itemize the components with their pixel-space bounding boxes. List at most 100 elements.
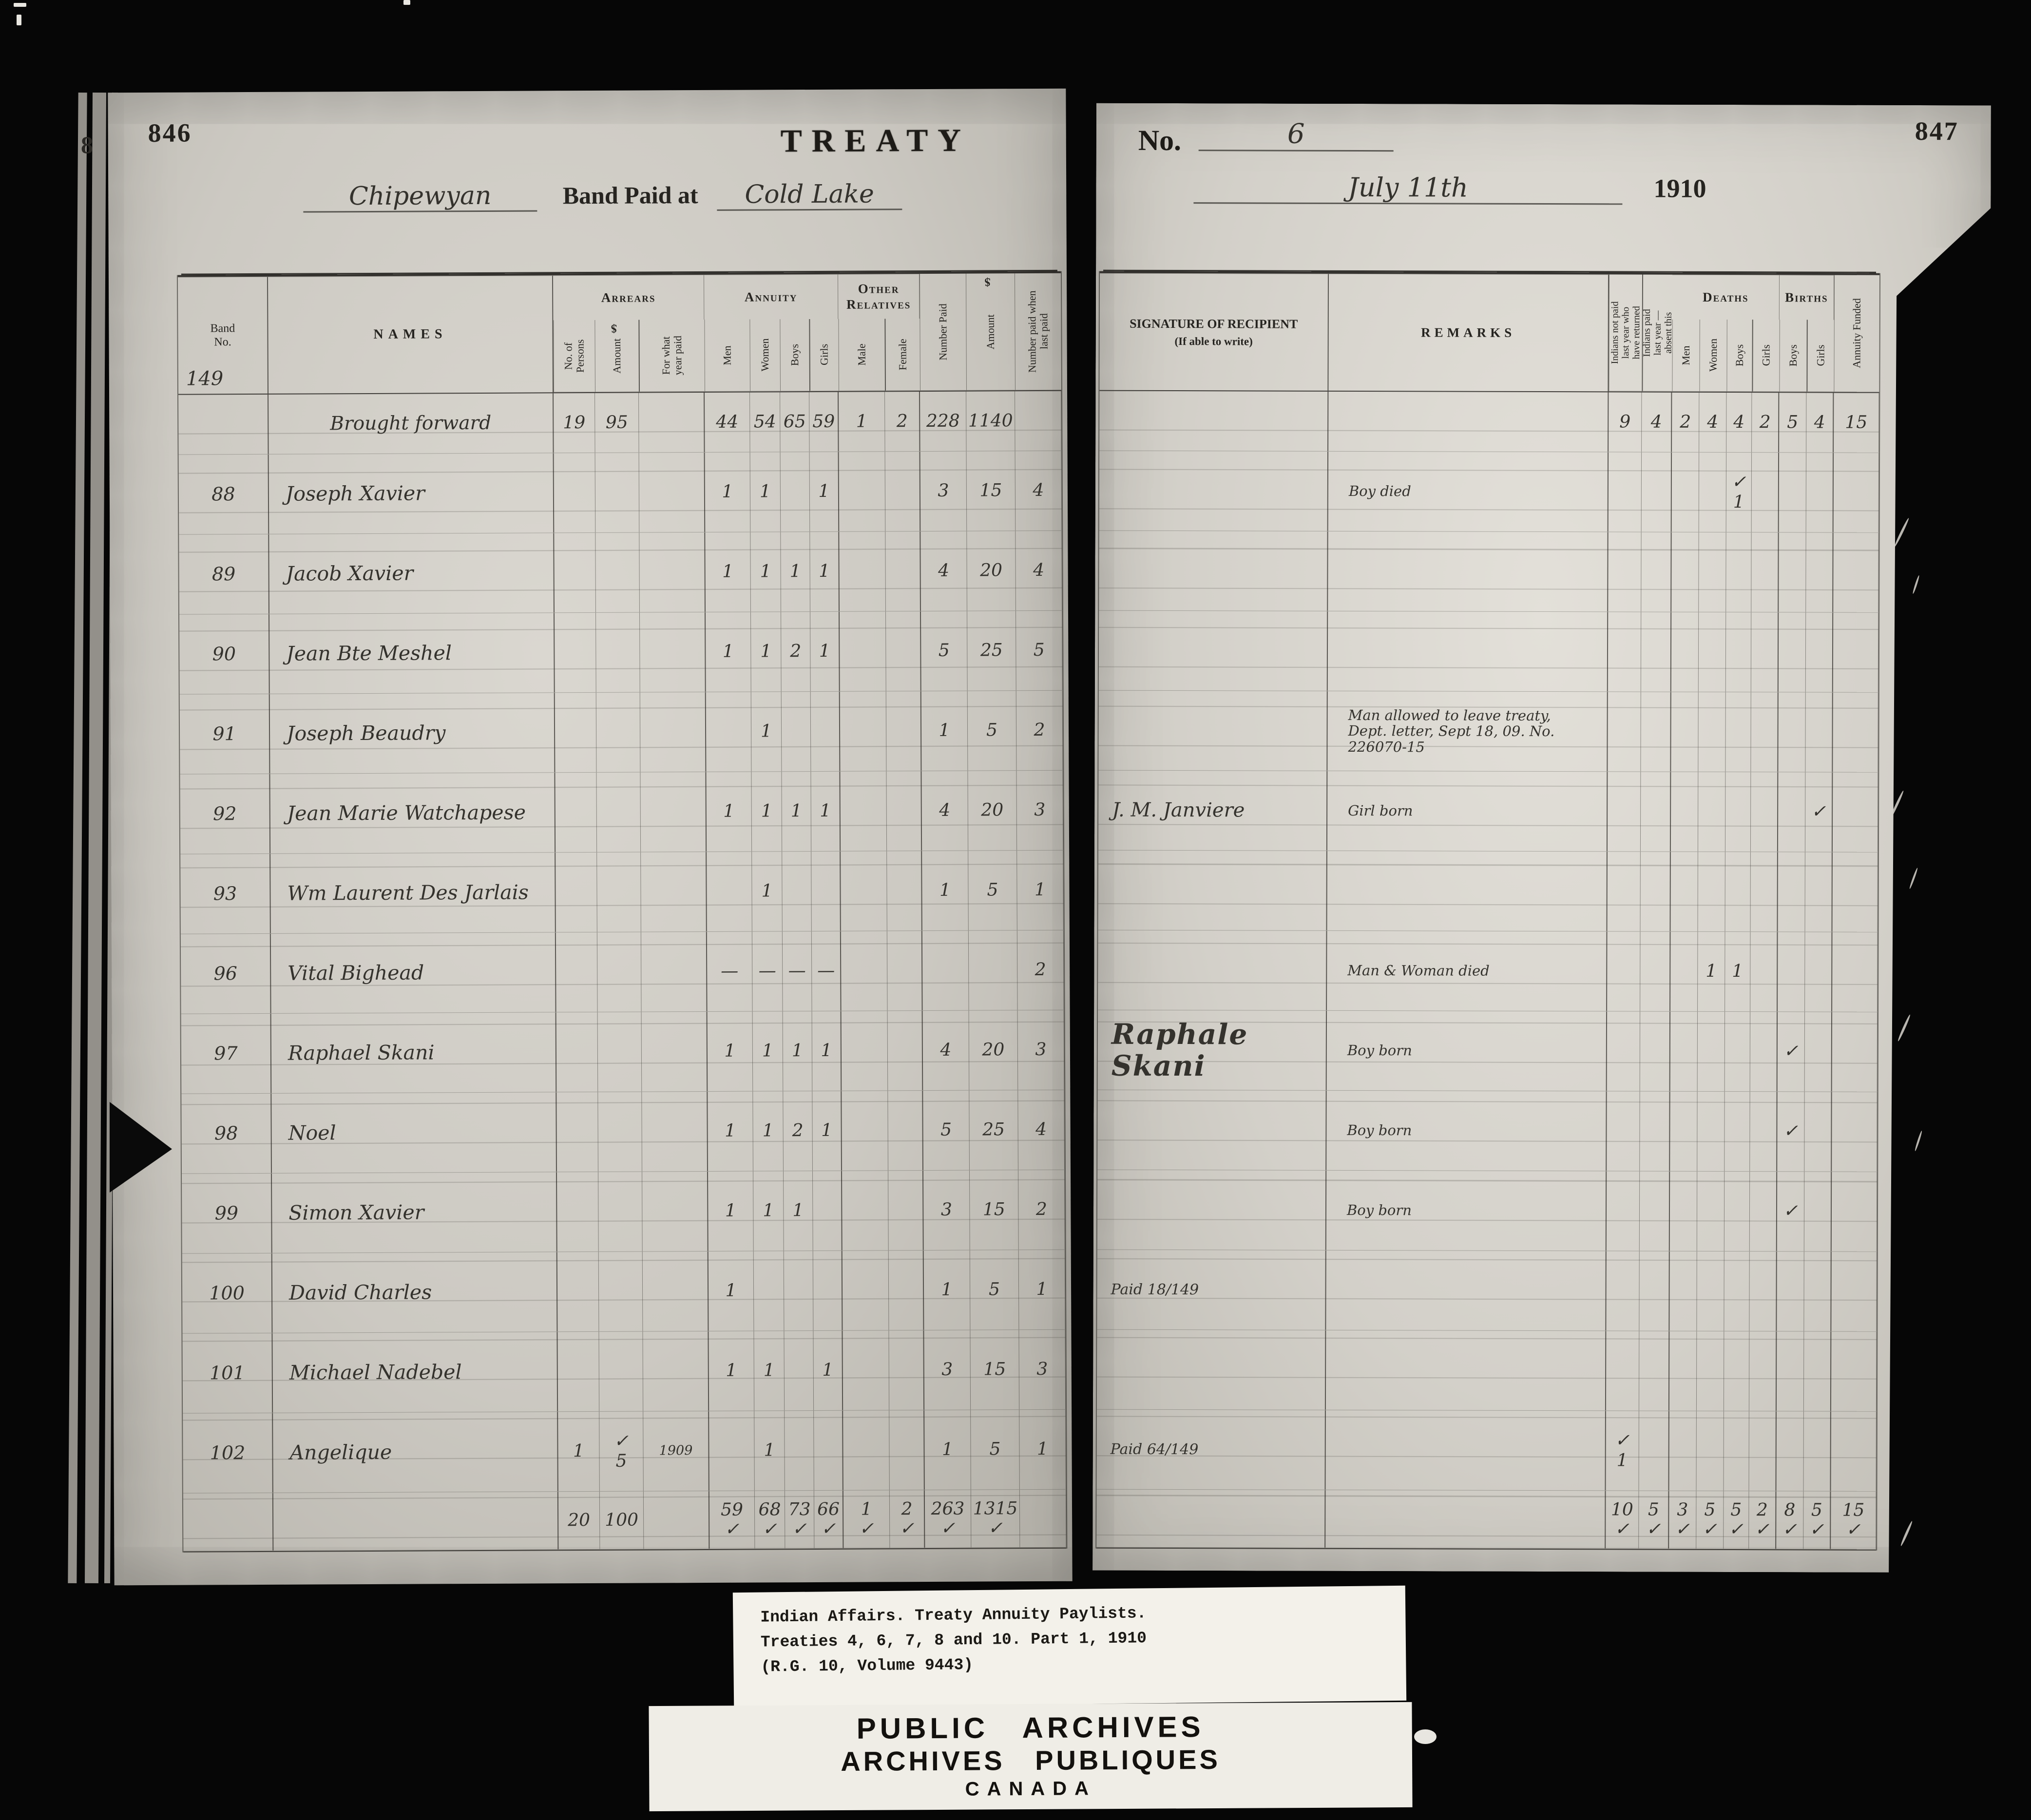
cell-band_no: 93 [180, 853, 271, 934]
cell-dm [1671, 612, 1699, 692]
cell-bb: 8 ✓ [1776, 1491, 1803, 1549]
cell-inp [1609, 452, 1642, 531]
cell-aa [598, 1251, 643, 1331]
cell-name: Raphael Skani [271, 1012, 557, 1093]
cell-dm: 3 ✓ [1669, 1491, 1696, 1549]
cell-signature [1099, 451, 1328, 531]
cell-dm [1670, 1172, 1697, 1251]
table-row-90 [1099, 611, 1878, 693]
cell-inp: 10 ✓ [1606, 1491, 1639, 1548]
cell-band_no: 101 [182, 1333, 273, 1413]
cell-band_no [183, 1493, 274, 1551]
cell-lp [1015, 391, 1062, 451]
cell-amt: 25 [967, 611, 1016, 691]
cell-lp: 1 [1017, 850, 1064, 930]
cell-rf [888, 1251, 924, 1330]
cell-ipa [1640, 932, 1670, 1011]
cell-amt: 5 [971, 1410, 1020, 1490]
cell-band_no: 100 [182, 1253, 273, 1333]
cell-remarks [1328, 392, 1609, 452]
cell-dg [1751, 772, 1778, 852]
cell-lp: 3 [1016, 770, 1064, 851]
cell-rf [888, 1171, 924, 1251]
cell-lp [1019, 1489, 1067, 1548]
cell-rm [842, 1251, 889, 1330]
cell-signature [1098, 851, 1327, 930]
table-row-bf: Brought forward 19 95 44 54 65 59 1 2 228 1140 [178, 391, 1062, 455]
cell-m: 1 [705, 532, 751, 612]
band-paid-at-label: Band Paid at [562, 181, 698, 209]
cell-bb [1778, 692, 1805, 772]
cell-amt: 5 [970, 1250, 1019, 1330]
cell-w: 1 [753, 1171, 784, 1251]
cell-dg [1752, 453, 1779, 532]
cell-signature [1098, 930, 1327, 1010]
table-row-96: Man & Woman died 1 1 [1098, 930, 1878, 1012]
cell-dw [1699, 532, 1726, 612]
cell-af [1833, 613, 1878, 692]
cell-dw: 1 [1698, 932, 1725, 1011]
cell-aa [598, 1092, 642, 1172]
cell-w [753, 1251, 785, 1331]
cell-b: 65 [780, 392, 810, 452]
cell-db [1726, 612, 1751, 692]
cell-aa [598, 1172, 643, 1251]
cell-ipa [1641, 772, 1671, 852]
cell-signature: Paid 18/149 [1097, 1250, 1326, 1330]
cell-ay [640, 772, 707, 852]
cell-name: Simon Xavier [272, 1172, 557, 1253]
cell-m: 59 ✓ [709, 1491, 755, 1549]
cell-np: 4 [921, 771, 969, 851]
table-row-96: 96 Vital Bighead — — — —2 [180, 930, 1064, 1014]
page-number-right: 847 [1915, 116, 1959, 146]
cell-signature: Raphale Skani [1098, 1010, 1327, 1090]
treaty-no-handwritten: 6 [1199, 118, 1394, 152]
book-edge [84, 92, 107, 1584]
cell-bb: ✓ [1777, 1172, 1804, 1251]
cell-dw [1698, 692, 1725, 772]
cell-ipa: 4 [1642, 393, 1672, 452]
cell-name: Joseph Beaudry [269, 693, 556, 774]
cell-dm: 2 [1672, 393, 1699, 452]
cell-dw [1699, 453, 1726, 532]
header-signature-sub: (If able to write) [1174, 335, 1253, 348]
cell-ipa [1640, 1012, 1670, 1091]
cell-remarks: Boy died [1328, 452, 1609, 532]
band-number-handwritten: 149 [186, 367, 224, 390]
cell-af [1831, 1252, 1877, 1331]
cell-ap [555, 772, 597, 853]
table-row-102: 102 Angelique 1 ✓ 5 1909 1 1 5 1 [183, 1409, 1066, 1494]
cell-db [1725, 772, 1751, 852]
film-scratch [1897, 1014, 1911, 1042]
cell-amt: 5 [968, 851, 1017, 930]
cell-ipa [1639, 1411, 1669, 1491]
cell-m: — [707, 931, 753, 1011]
cell-remarks [1328, 531, 1608, 612]
cell-band_no: 89 [179, 534, 269, 614]
cell-bb: 5 [1779, 393, 1806, 452]
film-artifact [14, 3, 26, 7]
cell-ay [641, 1011, 708, 1092]
cell-bg [1806, 612, 1833, 692]
cell-rm [839, 531, 886, 611]
cell-remarks: Man allowed to leave treaty, Dept. lette… [1327, 691, 1608, 772]
cell-np: 1 [922, 851, 969, 931]
cell-remarks [1325, 1410, 1606, 1491]
cell-bb [1779, 532, 1806, 612]
cell-dm [1671, 772, 1698, 852]
treaty-no-line: 6 [1199, 118, 1394, 152]
cell-db [1724, 1172, 1750, 1251]
cell-rm [840, 691, 887, 771]
table-row-89: 89 Jacob Xavier 1 1 1 1 4 20 4 [179, 531, 1062, 615]
cell-b [782, 852, 812, 931]
table-row-101 [1097, 1330, 1877, 1412]
cell-rf [885, 531, 921, 611]
cell-m: 1 [708, 1251, 754, 1331]
cell-bb [1779, 612, 1806, 692]
cell-amt: 1140 [966, 391, 1016, 451]
cell-band_no: 97 [181, 1013, 272, 1094]
cell-signature [1097, 1330, 1326, 1410]
header-women: Women [749, 319, 781, 392]
header-deaths-boys: Boys [1726, 320, 1752, 392]
